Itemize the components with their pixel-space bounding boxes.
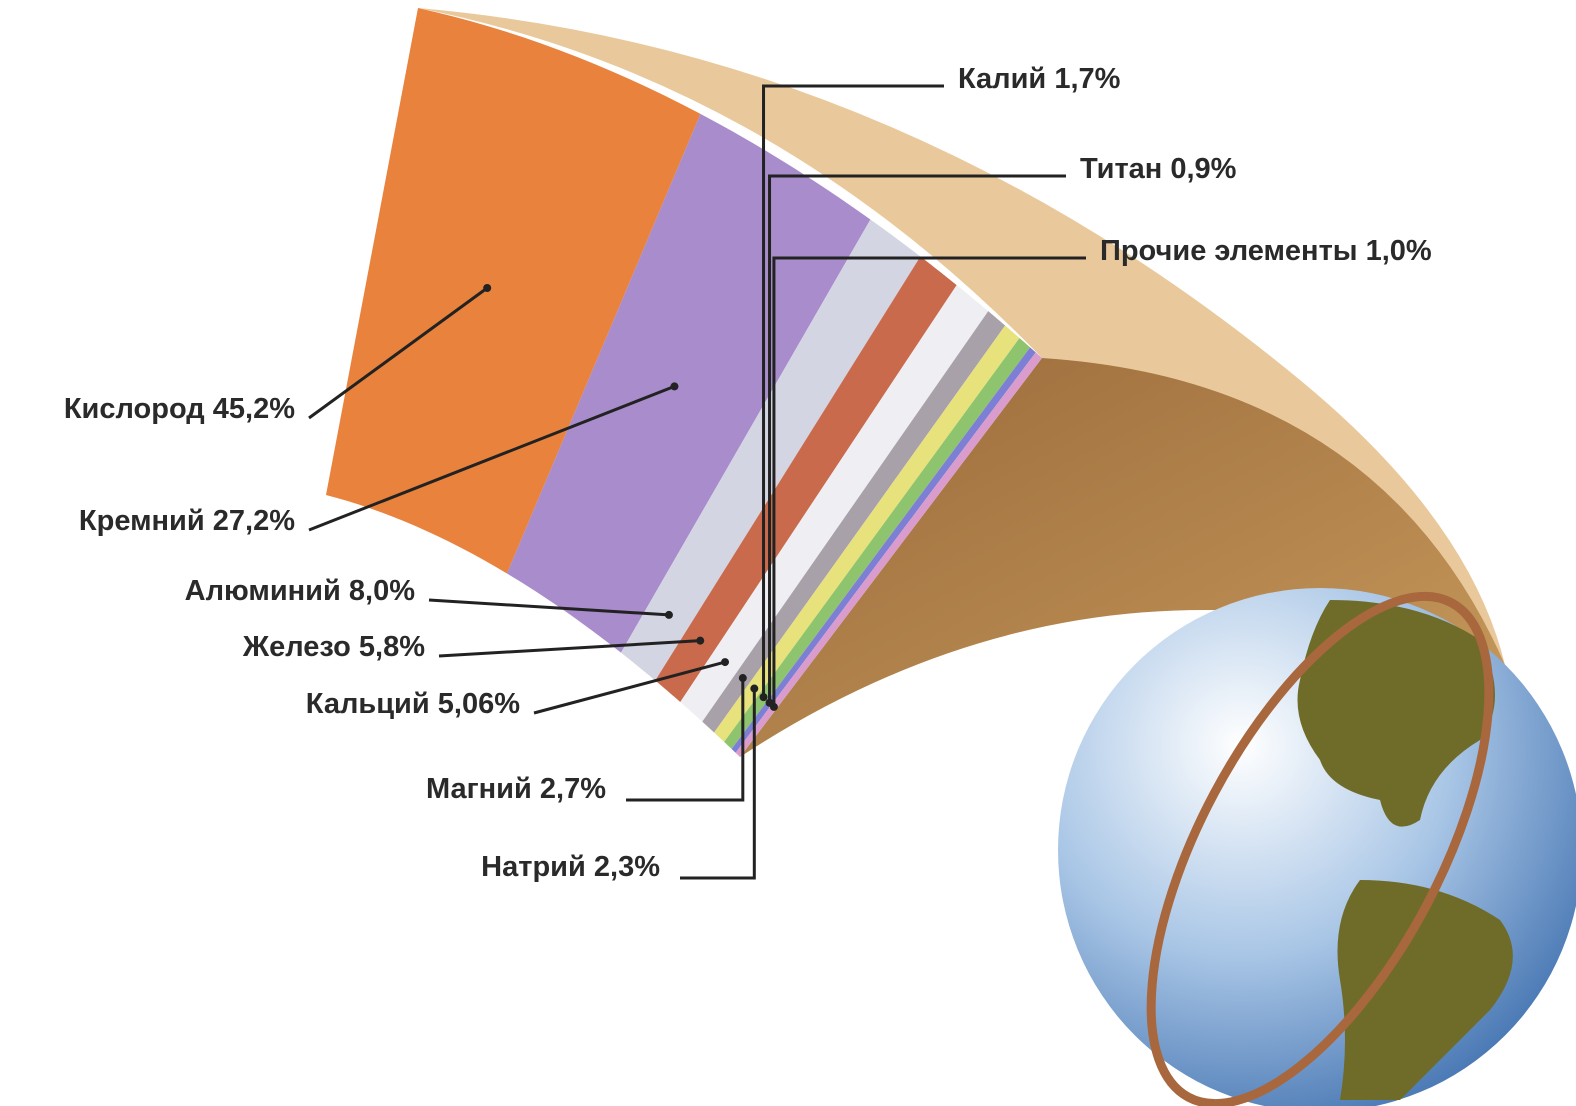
- segment: [735, 352, 1042, 757]
- label-name: Алюминий: [185, 575, 341, 607]
- leader-dot: [664, 610, 673, 619]
- label-value: 2,3%: [594, 851, 660, 883]
- leader-dot: [769, 702, 778, 711]
- segment: [655, 256, 957, 703]
- segment-label: Кальций 5,06%: [306, 688, 520, 720]
- segments: [326, 8, 1042, 757]
- label-name: Прочие элементы: [1100, 235, 1358, 267]
- globe: [1058, 588, 1576, 1106]
- label-name: Калий: [958, 63, 1046, 95]
- continent: [1337, 880, 1513, 1100]
- segment-label: Прочие элементы 1,0%: [1100, 235, 1432, 267]
- label-name: Магний: [426, 773, 532, 805]
- segment-label: Кислород 45,2%: [64, 393, 295, 425]
- label-name: Натрий: [481, 851, 586, 883]
- segment: [326, 8, 701, 574]
- leader-dot: [759, 693, 768, 702]
- label-value: 45,2%: [213, 393, 295, 425]
- label-value: 1,7%: [1054, 63, 1120, 95]
- label-name: Кислород: [64, 393, 205, 425]
- tail: [740, 358, 1505, 757]
- leader-line: [768, 174, 1066, 703]
- leader-line: [428, 598, 670, 617]
- segment: [680, 285, 989, 722]
- segment: [702, 311, 1006, 733]
- continent: [1297, 600, 1495, 827]
- leader-line: [308, 286, 489, 420]
- label-value: 5,8%: [359, 631, 425, 663]
- leader-line: [626, 678, 745, 802]
- segment: [724, 338, 1031, 749]
- leader-line: [308, 385, 676, 532]
- segment-label: Магний 2,7%: [426, 773, 606, 805]
- segment: [731, 347, 1036, 753]
- label-value: 0,9%: [1170, 153, 1236, 185]
- label-value: 2,7%: [540, 773, 606, 805]
- leader-line: [438, 639, 701, 658]
- leader-dot: [721, 658, 730, 667]
- leader-dot: [750, 684, 759, 693]
- label-name: Кремний: [79, 505, 205, 537]
- segment: [714, 325, 1020, 742]
- leader-line: [533, 660, 726, 715]
- leader-dot: [483, 284, 492, 293]
- label-name: Железо: [242, 631, 351, 663]
- labels: Кислород 45,2% Кремний 27,2% Алюминий 8,0%…: [64, 63, 1432, 883]
- leader-dot: [670, 382, 679, 391]
- segment: [506, 113, 871, 653]
- label-value: 8,0%: [349, 575, 415, 607]
- leader-line: [680, 688, 756, 880]
- segment-label: Алюминий 8,0%: [185, 575, 416, 607]
- leader-dot: [696, 636, 705, 645]
- globe-ring: [1146, 591, 1494, 1106]
- leader-line: [772, 256, 1086, 707]
- label-value: 5,06%: [438, 688, 520, 720]
- label-value: 27,2%: [213, 505, 295, 537]
- leader-dot: [738, 674, 747, 683]
- segment-label: Титан 0,9%: [1080, 153, 1237, 185]
- label-value: 1,0%: [1366, 235, 1432, 267]
- segment-label: Калий 1,7%: [958, 63, 1121, 95]
- label-name: Кальций: [306, 688, 430, 720]
- segment-label: Железо 5,8%: [242, 631, 425, 663]
- leader-line: [762, 84, 944, 698]
- segment-label: Кремний 27,2%: [79, 505, 295, 537]
- label-name: Титан: [1080, 153, 1162, 185]
- segment-label: Натрий 2,3%: [481, 851, 660, 883]
